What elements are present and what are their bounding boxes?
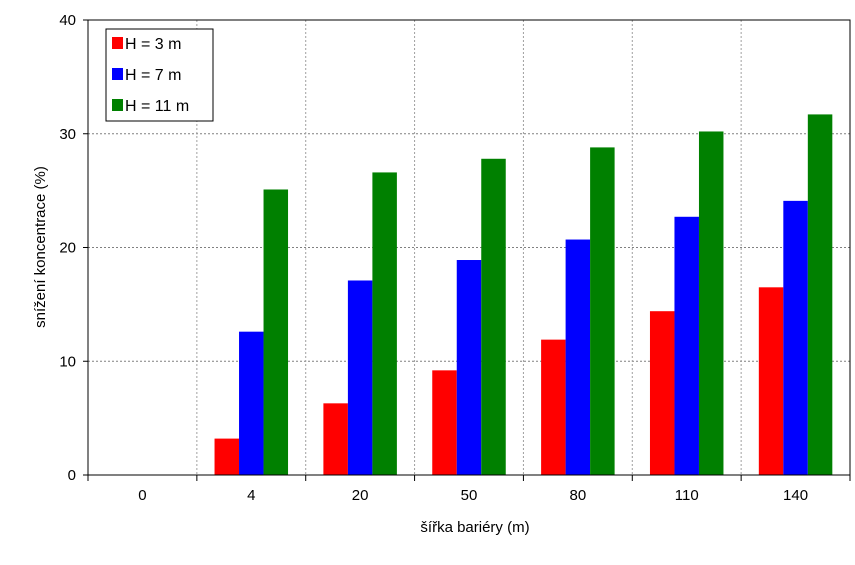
y-tick-label: 0: [68, 467, 76, 484]
y-tick-label: 20: [59, 240, 76, 257]
bar: [649, 311, 675, 475]
y-tick-label: 40: [59, 12, 76, 29]
bar: [481, 158, 506, 475]
x-axis-title: šířka bariéry (m): [420, 519, 529, 536]
y-axis-title: snížení koncentrace (%): [32, 166, 49, 328]
legend-swatch: [112, 37, 123, 49]
bar: [263, 189, 289, 476]
axes: [83, 19, 851, 481]
x-tick-label: 50: [461, 487, 478, 504]
bar: [758, 287, 784, 475]
x-tick-label: 80: [570, 487, 587, 504]
legend-swatch: [112, 99, 123, 111]
bar: [323, 403, 348, 475]
x-tick-label: 140: [783, 487, 808, 504]
legend-label: H = 11 m: [125, 98, 189, 115]
legend-label: H = 3 m: [125, 36, 181, 53]
bar: [565, 239, 591, 475]
y-tick-label: 10: [59, 353, 76, 370]
bar: [432, 370, 457, 475]
bar: [456, 260, 482, 475]
x-tick-labels: 0 4 20 50 80 110 140: [138, 487, 808, 504]
x-tick-label: 20: [352, 487, 369, 504]
legend-swatch: [112, 68, 123, 80]
bar: [214, 438, 240, 475]
legend: H = 3 m H = 7 m H = 11 m: [105, 28, 214, 122]
legend-label: H = 7 m: [125, 67, 181, 84]
bar: [674, 216, 699, 475]
bar: [541, 339, 566, 475]
bar: [590, 147, 615, 475]
bar: [347, 280, 373, 475]
x-tick-label: 110: [675, 487, 699, 504]
x-tick-label: 0: [138, 487, 146, 504]
y-tick-label: 30: [59, 126, 76, 143]
bar: [807, 114, 833, 475]
legend-box: [105, 28, 214, 122]
bar: [372, 172, 397, 476]
y-tick-labels: 0 10 20 30 40: [59, 12, 76, 484]
bar: [783, 200, 808, 476]
bar: [698, 131, 724, 475]
bar: [239, 331, 264, 475]
bars: [214, 114, 833, 476]
x-tick-label: 4: [247, 487, 255, 504]
